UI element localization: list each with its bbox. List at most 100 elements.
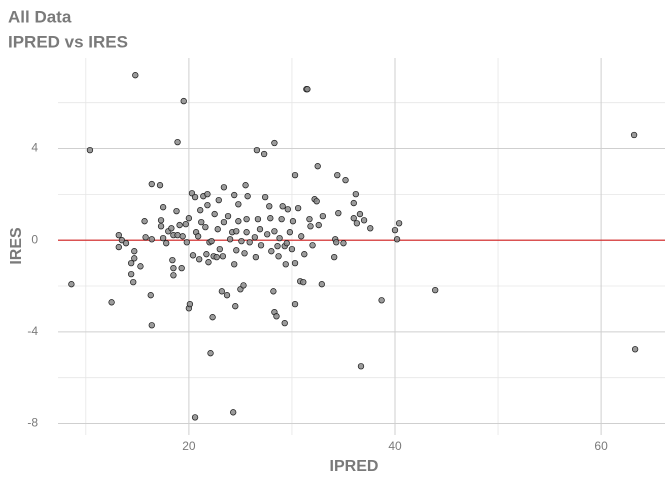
point <box>148 236 155 243</box>
point <box>122 240 130 247</box>
point <box>128 270 135 278</box>
point <box>350 199 357 207</box>
point <box>356 210 364 218</box>
point <box>128 259 135 267</box>
point <box>205 259 212 266</box>
point <box>207 350 214 357</box>
point <box>220 184 228 191</box>
point <box>157 223 165 230</box>
point <box>197 207 204 214</box>
point <box>271 139 278 147</box>
point <box>253 146 261 154</box>
point <box>185 215 193 222</box>
point <box>367 225 374 232</box>
point <box>315 221 322 229</box>
point <box>276 234 283 242</box>
point <box>313 198 320 205</box>
point <box>216 245 223 253</box>
point <box>270 288 277 295</box>
point <box>208 237 215 245</box>
point <box>232 303 239 310</box>
point <box>252 254 260 261</box>
point <box>131 255 138 262</box>
point <box>141 218 148 225</box>
point <box>224 212 232 220</box>
point <box>147 292 154 299</box>
point <box>230 409 237 416</box>
point <box>300 278 307 286</box>
point <box>159 204 167 211</box>
point <box>257 242 265 249</box>
point <box>235 218 242 225</box>
point <box>180 97 187 105</box>
point <box>432 287 439 294</box>
point <box>218 288 226 295</box>
point <box>350 215 357 222</box>
chart-title: All Data <box>8 7 72 26</box>
point <box>289 218 297 225</box>
point <box>291 300 299 308</box>
point <box>233 247 240 254</box>
point <box>233 228 240 235</box>
point <box>298 233 305 240</box>
point <box>279 203 286 210</box>
point <box>243 229 250 236</box>
point <box>202 223 209 231</box>
point <box>274 243 281 250</box>
point <box>395 220 403 227</box>
point <box>86 146 94 154</box>
point <box>283 240 290 247</box>
point <box>352 190 359 198</box>
point <box>204 201 211 209</box>
point <box>189 252 197 259</box>
point <box>288 245 296 253</box>
point <box>115 243 122 251</box>
point <box>163 240 170 247</box>
x-axis-title: IPRED <box>330 458 379 475</box>
point <box>191 414 199 421</box>
point <box>243 215 250 223</box>
point <box>314 163 321 170</box>
point <box>209 314 216 321</box>
point <box>278 215 285 223</box>
point <box>173 207 180 215</box>
point <box>291 259 299 267</box>
point <box>261 193 269 201</box>
point <box>238 237 245 245</box>
x-tick-label: 40 <box>388 439 402 453</box>
point <box>183 239 190 246</box>
point <box>281 320 288 327</box>
point <box>357 363 365 370</box>
point <box>131 248 138 255</box>
point <box>360 217 368 224</box>
point <box>275 253 282 260</box>
point <box>630 131 638 139</box>
point <box>244 193 251 200</box>
point <box>156 182 164 189</box>
point <box>282 261 289 268</box>
point <box>284 206 291 213</box>
x-tick-label: 20 <box>182 439 196 453</box>
chart-subtitle: IPRED vs IRES <box>8 32 128 51</box>
point <box>256 226 264 233</box>
point <box>304 86 311 93</box>
point <box>186 300 194 308</box>
y-axis-title: IRES <box>8 227 25 265</box>
point <box>195 233 202 240</box>
point <box>391 226 399 234</box>
point <box>176 221 183 229</box>
point <box>242 182 249 189</box>
point <box>191 193 199 201</box>
point <box>157 217 165 224</box>
point <box>132 72 139 79</box>
point <box>240 282 247 289</box>
point <box>178 265 185 272</box>
point <box>170 265 177 272</box>
point <box>340 240 347 247</box>
y-tick-label: 4 <box>31 141 38 155</box>
point <box>137 263 144 270</box>
point <box>318 281 325 288</box>
point <box>309 242 316 249</box>
point <box>148 180 155 188</box>
point <box>68 281 75 288</box>
